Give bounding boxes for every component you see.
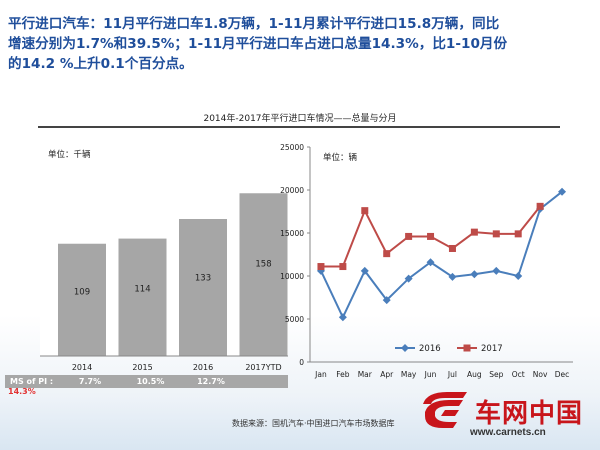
point-2017-Nov	[536, 202, 544, 210]
bar-value-label-2017YTD: 158	[255, 259, 271, 269]
ms-value-2017ytd: 14.3%	[8, 387, 36, 396]
bar-value-label-2016: 133	[195, 274, 211, 284]
point-2016-Sep	[492, 266, 501, 275]
series-line-2016	[320, 190, 563, 320]
ms-value-2015: 10.5%	[137, 377, 165, 386]
point-2016-May	[404, 274, 413, 283]
x-tick-label-Jun: Jun	[424, 370, 437, 379]
legend-label-2016: 2016	[419, 344, 441, 354]
point-2016-Jul	[448, 272, 457, 281]
market-share-band	[5, 375, 288, 388]
bar-2015	[118, 238, 167, 356]
bar-category-label-2015: 2015	[132, 363, 152, 372]
point-2017-Aug	[470, 228, 478, 236]
point-2016-Mar	[360, 266, 369, 275]
legend-label-2017: 2017	[481, 344, 503, 354]
bar-category-label-2014: 2014	[72, 363, 92, 372]
x-tick-label-Sep: Sep	[489, 370, 503, 379]
headline-line-1: 平行进口汽车：11月平行进口车1.8万辆，1-11月累计平行进口15.8万辆，同…	[8, 16, 500, 32]
bar-2016	[179, 219, 227, 356]
ms-value-2014: 7.7%	[79, 377, 101, 386]
x-tick-label-Jul: Jul	[447, 370, 457, 379]
point-2017-Apr	[383, 250, 391, 258]
legend-marker-2017	[463, 344, 471, 352]
source-note: 数据来源：国机汽车·中国进口汽车市场数据库	[232, 419, 395, 428]
headline-line-3: 的14.2 %上升0.1个百分点。	[8, 56, 193, 72]
x-tick-label-Feb: Feb	[336, 370, 350, 379]
headline-line-2: 增速分别为1.7%和39.5%；1-11月平行进口车占进口总量14.3%，比1-…	[8, 36, 508, 52]
y-tick-label-10000: 10000	[280, 272, 304, 281]
x-tick-label-Aug: Aug	[467, 370, 482, 379]
bar-category-label-2016: 2016	[193, 363, 213, 372]
line-unit-label: 单位：辆	[323, 152, 358, 163]
x-tick-label-Jan: Jan	[314, 370, 327, 379]
y-tick-label-15000: 15000	[280, 229, 304, 238]
point-2017-Jan	[317, 263, 325, 271]
bar-2017YTD	[239, 193, 288, 356]
bar-value-label-2015: 114	[134, 284, 150, 294]
legend-marker-2016	[401, 344, 409, 352]
y-tick-label-5000: 5000	[285, 315, 304, 324]
x-tick-label-Mar: Mar	[358, 370, 373, 379]
point-2016-Apr	[382, 296, 391, 305]
point-2016-Feb	[338, 313, 347, 322]
logo-url: www.carnets.cn	[470, 427, 546, 438]
point-2017-Mar	[361, 207, 369, 215]
bar-value-label-2014: 109	[74, 287, 90, 297]
point-2017-Jun	[427, 232, 435, 240]
x-tick-label-Nov: Nov	[533, 370, 548, 379]
point-2017-Sep	[492, 230, 500, 238]
logo-name: 车网中国	[475, 399, 584, 429]
bar-2014	[58, 243, 106, 356]
x-tick-label-May: May	[401, 370, 417, 379]
point-2016-Aug	[470, 270, 479, 279]
point-2017-Feb	[339, 263, 347, 271]
point-2016-Oct	[514, 272, 523, 280]
point-2016-Jun	[426, 258, 435, 267]
ms-value-2016: 12.7%	[197, 377, 225, 386]
bar-category-label-2017YTD: 2017YTD	[245, 363, 281, 372]
point-2017-Jul	[448, 244, 456, 252]
title-divider	[38, 126, 560, 128]
bar-unit-label: 单位：千辆	[48, 149, 91, 160]
y-tick-label-20000: 20000	[280, 186, 304, 195]
chart-title: 2014年-2017年平行进口车情况——总量与分月	[203, 114, 397, 124]
x-tick-label-Dec: Dec	[555, 370, 570, 379]
headline: 平行进口汽车：11月平行进口车1.8万辆，1-11月累计平行进口15.8万辆，同…	[8, 14, 594, 74]
point-2016-Dec	[558, 187, 567, 196]
x-tick-label-Apr: Apr	[380, 370, 394, 379]
ms-label: MS of PI :	[10, 377, 53, 386]
x-tick-label-Oct: Oct	[512, 370, 525, 379]
y-tick-label-25000: 25000	[280, 143, 304, 152]
point-2017-Oct	[514, 230, 522, 238]
point-2017-May	[405, 232, 413, 240]
y-tick-label-0: 0	[299, 358, 304, 367]
